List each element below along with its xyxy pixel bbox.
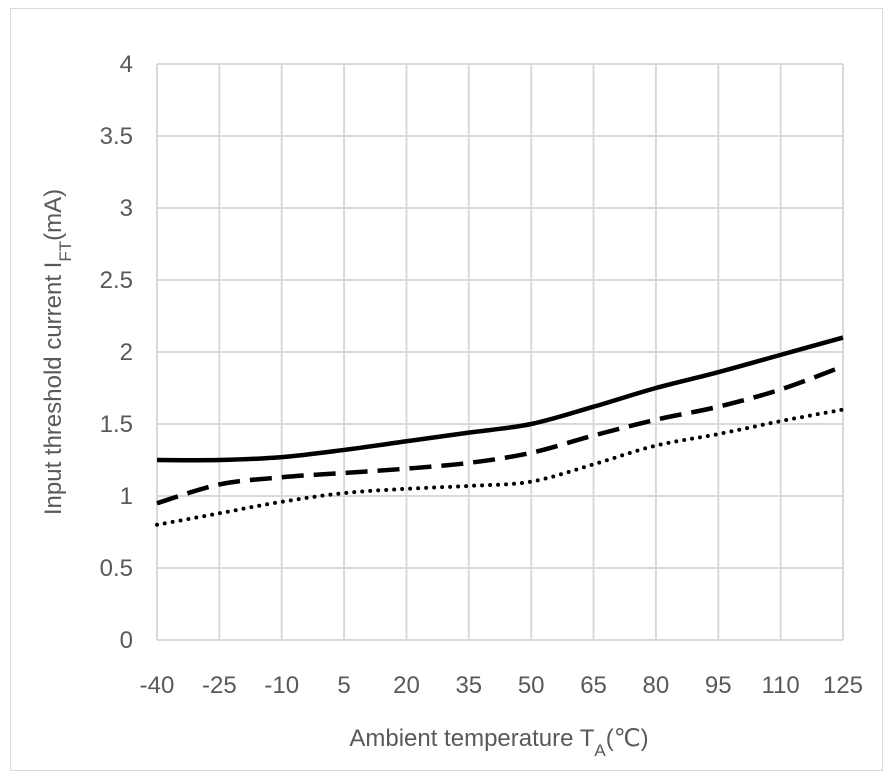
y-tick-label: 1.5 <box>100 411 133 438</box>
y-tick-label: 3 <box>120 195 133 222</box>
series-group <box>155 335 845 527</box>
series-line-dashed <box>156 364 844 506</box>
x-tick-label: 5 <box>337 672 350 699</box>
y-tick-label: 2.5 <box>100 267 133 294</box>
grid <box>156 63 844 641</box>
x-tick-label: 65 <box>580 672 607 699</box>
x-tick-label: 110 <box>762 672 800 699</box>
x-tick-label: 80 <box>643 672 670 699</box>
series-line-dotted <box>155 407 845 527</box>
x-tick-label: 95 <box>705 672 732 699</box>
y-tick-label: 3.5 <box>100 123 133 150</box>
series-line-solid <box>156 335 844 463</box>
x-tick-label: 20 <box>393 672 420 699</box>
x-tick-label: -40 <box>140 672 175 699</box>
x-tick-label: 50 <box>518 672 545 699</box>
y-tick-label: 0.5 <box>100 555 133 582</box>
y-tick-label: 1 <box>120 483 133 510</box>
x-tick-label: 35 <box>455 672 482 699</box>
x-tick-label: -10 <box>264 672 299 699</box>
y-tick-label: 4 <box>120 51 133 78</box>
x-axis-title: Ambient temperature TA(℃) <box>349 725 648 760</box>
y-tick-label: 0 <box>120 627 133 654</box>
y-axis-title: Input threshold current IFT(mA) <box>40 189 75 515</box>
y-tick-label: 2 <box>120 339 133 366</box>
x-tick-labels: -40 -25 -10 5 20 35 50 65 80 95 110 125 <box>140 672 863 699</box>
y-tick-labels: 0 0.5 1 1.5 2 2.5 3 3.5 4 <box>100 51 133 654</box>
x-tick-label: 125 <box>823 672 863 699</box>
x-tick-label: -25 <box>202 672 237 699</box>
